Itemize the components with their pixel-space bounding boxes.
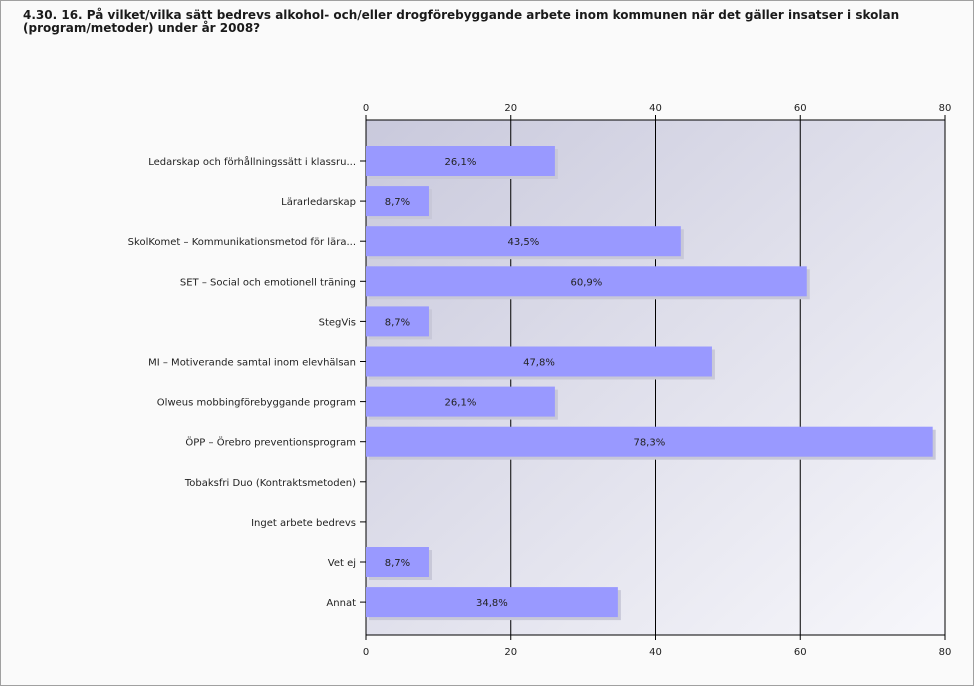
x-tick-label-bottom-80: 80 bbox=[939, 647, 952, 658]
category-label: ÖPP – Örebro preventionsprogram bbox=[185, 436, 356, 449]
x-tick-label-top-20: 20 bbox=[504, 103, 517, 114]
category-label: MI – Motiverande samtal inom elevhälsan bbox=[148, 358, 356, 369]
bar bbox=[366, 186, 429, 217]
x-tick-label-bottom-20: 20 bbox=[504, 647, 517, 658]
category-label: Olweus mobbingförebyggande program bbox=[157, 398, 356, 409]
bar-value-label: 8,7% bbox=[385, 317, 410, 328]
x-tick-label-bottom-0: 0 bbox=[363, 647, 369, 658]
x-tick-label-top-40: 40 bbox=[649, 103, 662, 114]
bar-value-label: 60,9% bbox=[570, 277, 602, 288]
category-label: Annat bbox=[326, 598, 356, 609]
x-tick-label-bottom-40: 40 bbox=[649, 647, 662, 658]
chart-title: 4.30. 16. På vilket/vilka sätt bedrevs a… bbox=[23, 8, 900, 35]
bar bbox=[366, 426, 933, 457]
bar bbox=[366, 226, 681, 257]
bar bbox=[366, 587, 618, 618]
category-label: StegVis bbox=[319, 317, 356, 328]
category-label: SkolKomet – Kommunikationsmetod för lära… bbox=[128, 237, 356, 248]
x-tick-label-top-0: 0 bbox=[363, 103, 369, 114]
bar-value-label: 34,8% bbox=[476, 598, 508, 609]
category-label: Vet ej bbox=[328, 558, 356, 569]
bar bbox=[366, 386, 555, 417]
bar bbox=[366, 306, 429, 337]
bar-value-label: 47,8% bbox=[523, 358, 555, 369]
bar bbox=[366, 266, 807, 297]
bar-value-label: 8,7% bbox=[385, 558, 410, 569]
bar bbox=[366, 146, 555, 176]
bar-value-label: 43,5% bbox=[508, 237, 540, 248]
bar-value-label: 26,1% bbox=[445, 157, 477, 168]
x-tick-label-top-80: 80 bbox=[939, 103, 952, 114]
bar-value-label: 26,1% bbox=[445, 398, 477, 409]
category-label: Ledarskap och förhållningssätt i klassru… bbox=[148, 155, 356, 168]
category-label: Inget arbete bedrevs bbox=[251, 518, 356, 529]
bar-value-label: 78,3% bbox=[633, 438, 665, 449]
bar bbox=[366, 346, 712, 377]
category-label: SET – Social och emotionell träning bbox=[180, 277, 356, 288]
bar bbox=[366, 547, 429, 577]
category-label: Lärarledarskap bbox=[281, 197, 356, 208]
x-tick-label-top-60: 60 bbox=[794, 103, 807, 114]
x-tick-label-bottom-60: 60 bbox=[794, 647, 807, 658]
bar-value-label: 8,7% bbox=[385, 197, 410, 208]
category-label: Tobaksfri Duo (Kontraktsmetoden) bbox=[184, 478, 356, 489]
